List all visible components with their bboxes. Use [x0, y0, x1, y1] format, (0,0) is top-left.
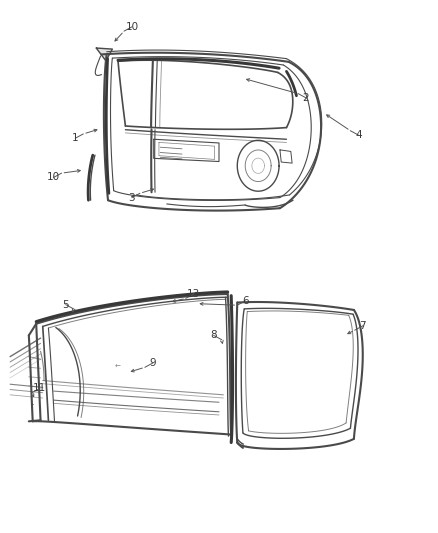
Text: 7: 7: [359, 321, 366, 331]
Text: 3: 3: [129, 192, 135, 203]
Polygon shape: [96, 48, 113, 61]
Text: 8: 8: [211, 330, 217, 341]
Text: 10: 10: [125, 22, 138, 32]
Text: 10: 10: [47, 172, 60, 182]
Text: 5: 5: [63, 300, 69, 310]
Text: 1: 1: [72, 133, 79, 143]
Text: 4: 4: [355, 130, 362, 140]
Text: 11: 11: [33, 383, 46, 393]
Text: 13: 13: [187, 289, 200, 299]
Text: ←: ←: [115, 364, 121, 370]
Text: 6: 6: [242, 296, 248, 306]
Text: 2: 2: [303, 93, 309, 103]
Text: 9: 9: [149, 358, 156, 368]
